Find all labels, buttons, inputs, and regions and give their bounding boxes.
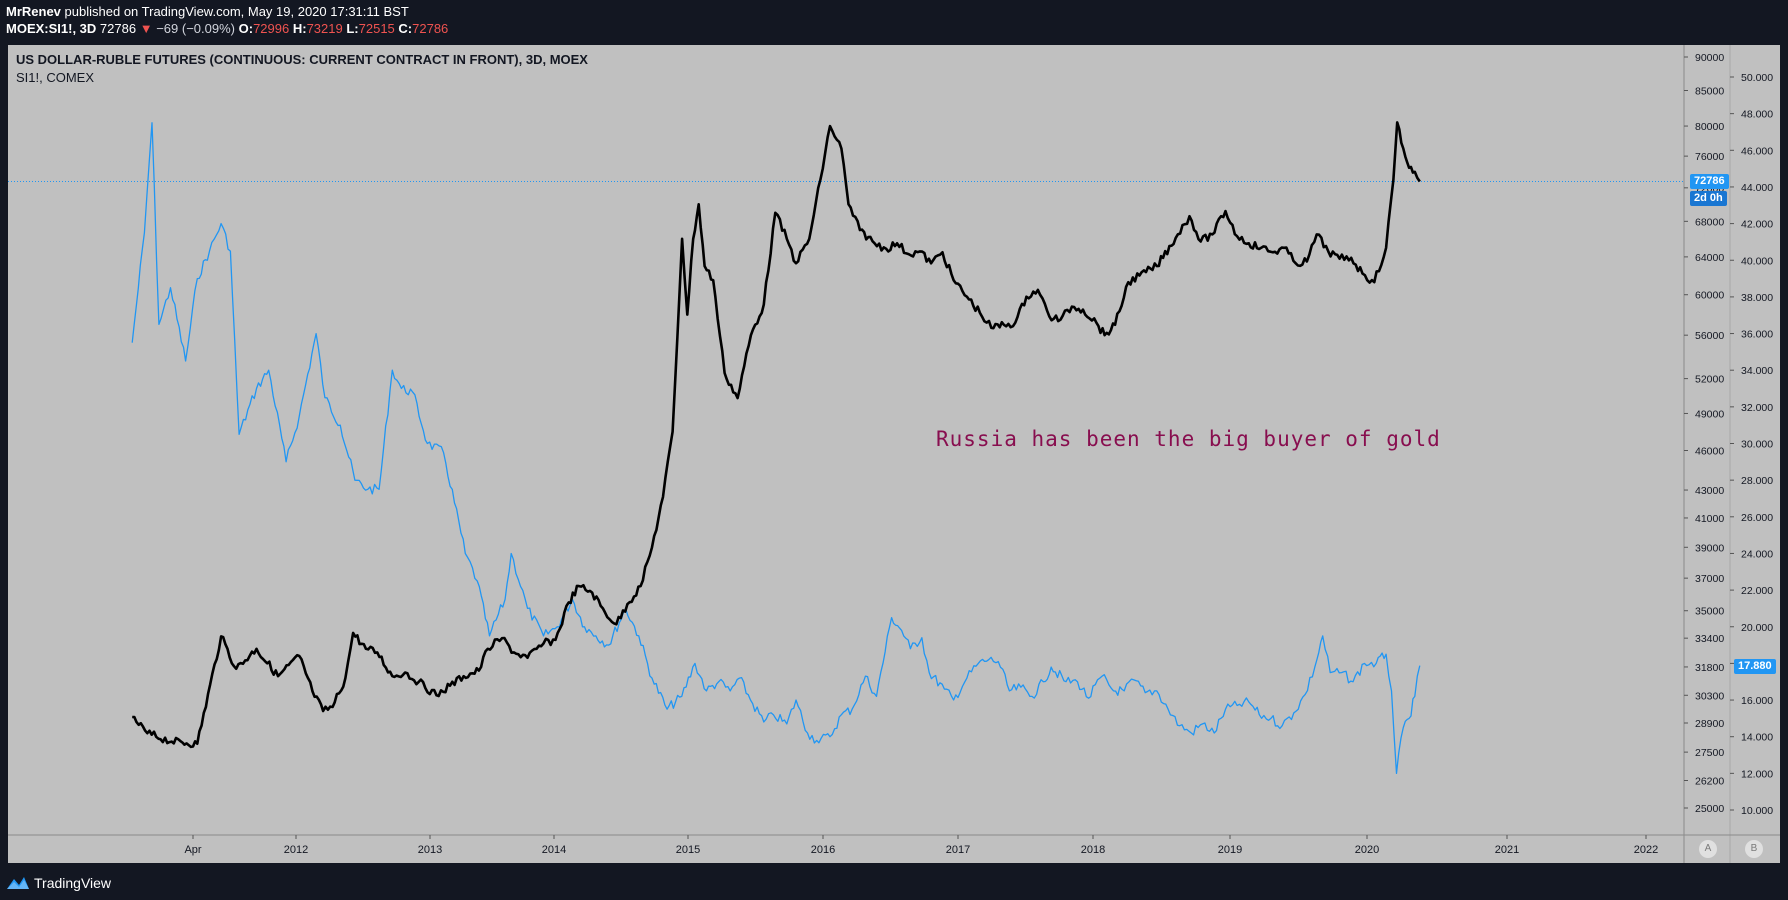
close-value: 72786: [412, 21, 449, 36]
price-change: −69 (−0.09%): [156, 21, 235, 36]
right-axis-tick-label: 40.000: [1741, 255, 1773, 267]
right-axis-tick-label: 24.000: [1741, 548, 1773, 560]
usdrub-price-line: [132, 121, 1421, 749]
right-axis-tick-label: 10.000: [1741, 805, 1773, 817]
left-axis-tick-label: 90000: [1695, 52, 1724, 64]
silver-last-tag: 17.880: [1734, 658, 1776, 674]
last-price: 72786: [99, 21, 137, 36]
ohlc-line: MOEX:SI1!, 3D 72786 ▼ −69 (−0.09%) O:729…: [6, 21, 448, 36]
left-axis-tick-label: 39000: [1695, 542, 1724, 554]
low-label: L:: [346, 21, 359, 36]
time-axis-tick-label: 2021: [1495, 844, 1519, 856]
auto-scale-button-a[interactable]: A: [1699, 840, 1717, 858]
right-axis-tick-label: 26.000: [1741, 512, 1773, 524]
publish-info: published on TradingView.com, May 19, 20…: [64, 4, 409, 19]
tradingview-brand[interactable]: TradingView: [34, 875, 112, 891]
main-series-legend[interactable]: US DOLLAR-RUBLE FUTURES (CONTINUOUS: CUR…: [16, 52, 588, 67]
chart-header: MrRenev published on TradingView.com, Ma…: [0, 0, 1788, 44]
right-axis-tick-label: 16.000: [1741, 695, 1773, 707]
right-axis-tick-label: 30.000: [1741, 439, 1773, 451]
time-axis-tick-label: 2015: [676, 844, 700, 856]
tradingview-logo-icon[interactable]: [6, 874, 30, 892]
time-axis-tick-label: 2020: [1355, 844, 1379, 856]
left-axis-tick-label: 64000: [1695, 252, 1724, 264]
right-axis-tick-label: 42.000: [1741, 219, 1773, 231]
left-axis-tick-label: 37000: [1695, 573, 1724, 585]
left-axis-tick-label: 80000: [1695, 121, 1724, 133]
left-axis-tick-label: 52000: [1695, 374, 1724, 386]
price-chart[interactable]: 9000085000800007600072000680006400060000…: [0, 0, 1788, 868]
left-axis-tick-label: 25000: [1695, 803, 1724, 815]
time-axis-tick-label: 2016: [811, 844, 835, 856]
low-value: 72515: [358, 21, 395, 36]
left-axis-tick-label: 35000: [1695, 606, 1724, 618]
right-axis-tick-label: 50.000: [1741, 72, 1773, 84]
time-axis-tick-label: 2012: [284, 844, 308, 856]
time-axis-tick-label: 2013: [418, 844, 442, 856]
left-axis-tick-label: 26200: [1695, 776, 1724, 788]
high-value: 73219: [306, 21, 343, 36]
left-axis-tick-label: 28900: [1695, 718, 1724, 730]
symbol-label[interactable]: MOEX:SI1!, 3D: [6, 21, 97, 36]
time-axis-tick-label: 2014: [542, 844, 566, 856]
last-price-tag: 72786: [1690, 174, 1729, 190]
left-axis-tick-label: 76000: [1695, 151, 1724, 163]
right-axis-tick-label: 38.000: [1741, 292, 1773, 304]
right-axis-tick-label: 44.000: [1741, 182, 1773, 194]
left-axis-tick-label: 68000: [1695, 216, 1724, 228]
left-axis-tick-label: 85000: [1695, 86, 1724, 98]
footer-bar: TradingView: [0, 868, 1788, 900]
auto-scale-button-b[interactable]: B: [1745, 840, 1763, 858]
right-axis-tick-label: 36.000: [1741, 329, 1773, 341]
right-axis-tick-label: 22.000: [1741, 585, 1773, 597]
change-down-icon: ▼: [139, 21, 153, 36]
compare-series-legend[interactable]: SI1!, COMEX: [16, 70, 95, 85]
author-name[interactable]: MrRenev: [6, 4, 61, 19]
left-axis-tick-label: 43000: [1695, 485, 1724, 497]
left-axis-tick-label: 49000: [1695, 408, 1724, 420]
right-axis-tick-label: 32.000: [1741, 402, 1773, 414]
left-axis-tick-label: 31800: [1695, 662, 1724, 674]
right-axis-tick-label: 46.000: [1741, 145, 1773, 157]
left-axis-tick-label: 27500: [1695, 747, 1724, 759]
high-label: H:: [292, 21, 307, 36]
left-axis-tick-label: 56000: [1695, 330, 1724, 342]
right-axis-tick-label: 34.000: [1741, 365, 1773, 377]
time-axis-tick-label: Apr: [184, 844, 201, 856]
left-axis-tick-label: 41000: [1695, 513, 1724, 525]
right-axis-tick-label: 20.000: [1741, 622, 1773, 634]
silver-price-line: [131, 122, 1421, 775]
time-axis-tick-label: 2018: [1081, 844, 1105, 856]
publish-line: MrRenev published on TradingView.com, Ma…: [6, 4, 409, 19]
right-axis-tick-label: 48.000: [1741, 109, 1773, 121]
open-label: O:: [238, 21, 254, 36]
time-axis-tick-label: 2022: [1634, 844, 1658, 856]
time-axis-tick-label: 2017: [946, 844, 970, 856]
countdown-tag: 2d 0h: [1690, 191, 1727, 207]
chart-annotation[interactable]: Russia has been the big buyer of gold: [936, 427, 1441, 451]
close-label: C:: [398, 21, 413, 36]
left-axis-tick-label: 30300: [1695, 690, 1724, 702]
right-axis-tick-label: 28.000: [1741, 475, 1773, 487]
time-axis-tick-label: 2019: [1218, 844, 1242, 856]
left-axis-tick-label: 33400: [1695, 633, 1724, 645]
left-axis-tick-label: 60000: [1695, 290, 1724, 302]
right-axis-tick-label: 12.000: [1741, 768, 1773, 780]
left-axis-tick-label: 46000: [1695, 445, 1724, 457]
right-axis-tick-label: 14.000: [1741, 732, 1773, 744]
open-value: 72996: [253, 21, 290, 36]
